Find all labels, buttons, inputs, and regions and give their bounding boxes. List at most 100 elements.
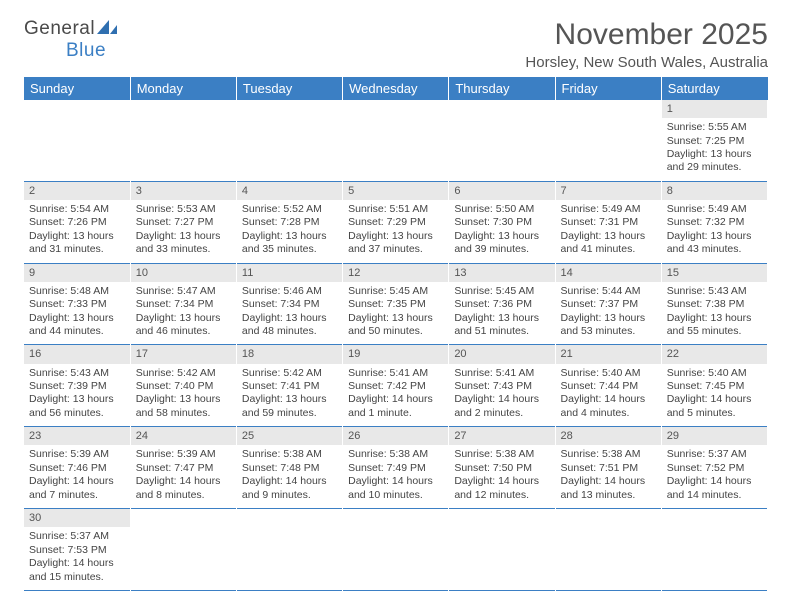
sunrise-text: Sunrise: 5:51 AM [348, 203, 443, 216]
empty-cell [449, 100, 555, 118]
daylight-text: Daylight: 13 hours and 59 minutes. [242, 393, 337, 420]
daylight-text: Daylight: 13 hours and 31 minutes. [29, 230, 125, 257]
sunrise-text: Sunrise: 5:38 AM [348, 448, 443, 461]
day-cell: Sunrise: 5:46 AMSunset: 7:34 PMDaylight:… [236, 282, 342, 345]
weekday-header: Friday [555, 77, 661, 100]
sunrise-text: Sunrise: 5:37 AM [29, 530, 125, 543]
empty-cell [661, 527, 767, 590]
empty-cell [343, 527, 449, 590]
day-number: 24 [130, 427, 236, 446]
sunset-text: Sunset: 7:44 PM [561, 380, 656, 393]
day-number: 16 [24, 345, 130, 364]
sunrise-text: Sunrise: 5:49 AM [561, 203, 656, 216]
daylight-text: Daylight: 14 hours and 1 minute. [348, 393, 443, 420]
sunset-text: Sunset: 7:49 PM [348, 462, 443, 475]
sunrise-text: Sunrise: 5:39 AM [136, 448, 231, 461]
empty-cell [343, 509, 449, 528]
empty-cell [24, 118, 130, 181]
daylight-text: Daylight: 13 hours and 41 minutes. [561, 230, 656, 257]
sunrise-text: Sunrise: 5:43 AM [667, 285, 762, 298]
day-cell: Sunrise: 5:39 AMSunset: 7:46 PMDaylight:… [24, 445, 130, 508]
day-cell: Sunrise: 5:45 AMSunset: 7:36 PMDaylight:… [449, 282, 555, 345]
day-number: 13 [449, 263, 555, 282]
empty-cell [661, 509, 767, 528]
sunrise-text: Sunrise: 5:38 AM [561, 448, 656, 461]
daylight-text: Daylight: 14 hours and 4 minutes. [561, 393, 656, 420]
empty-cell [555, 509, 661, 528]
day-number: 14 [555, 263, 661, 282]
sunrise-text: Sunrise: 5:40 AM [561, 367, 656, 380]
daylight-text: Daylight: 14 hours and 12 minutes. [454, 475, 549, 502]
sunrise-text: Sunrise: 5:48 AM [29, 285, 125, 298]
sunset-text: Sunset: 7:31 PM [561, 216, 656, 229]
sail-icon [97, 18, 119, 40]
day-cell: Sunrise: 5:49 AMSunset: 7:31 PMDaylight:… [555, 200, 661, 263]
day-number: 30 [24, 509, 130, 528]
day-cell: Sunrise: 5:50 AMSunset: 7:30 PMDaylight:… [449, 200, 555, 263]
sunrise-text: Sunrise: 5:45 AM [454, 285, 549, 298]
sunset-text: Sunset: 7:52 PM [667, 462, 762, 475]
empty-cell [236, 100, 342, 118]
sunrise-text: Sunrise: 5:38 AM [242, 448, 337, 461]
empty-cell [449, 509, 555, 528]
daylight-text: Daylight: 13 hours and 53 minutes. [561, 312, 656, 339]
daylight-text: Daylight: 14 hours and 13 minutes. [561, 475, 656, 502]
day-cell: Sunrise: 5:43 AMSunset: 7:38 PMDaylight:… [661, 282, 767, 345]
empty-cell [236, 527, 342, 590]
daylight-text: Daylight: 13 hours and 44 minutes. [29, 312, 125, 339]
sunrise-text: Sunrise: 5:42 AM [136, 367, 231, 380]
location: Horsley, New South Wales, Australia [525, 54, 768, 71]
sunset-text: Sunset: 7:50 PM [454, 462, 549, 475]
day-number: 25 [236, 427, 342, 446]
sunset-text: Sunset: 7:41 PM [242, 380, 337, 393]
empty-cell [130, 527, 236, 590]
day-number: 2 [24, 181, 130, 200]
detail-row: Sunrise: 5:37 AMSunset: 7:53 PMDaylight:… [24, 527, 768, 590]
daylight-text: Daylight: 13 hours and 58 minutes. [136, 393, 231, 420]
daynum-row: 16171819202122 [24, 345, 768, 364]
day-cell: Sunrise: 5:37 AMSunset: 7:52 PMDaylight:… [661, 445, 767, 508]
day-number: 22 [661, 345, 767, 364]
day-number: 15 [661, 263, 767, 282]
day-cell: Sunrise: 5:40 AMSunset: 7:45 PMDaylight:… [661, 364, 767, 427]
day-cell: Sunrise: 5:47 AMSunset: 7:34 PMDaylight:… [130, 282, 236, 345]
day-cell: Sunrise: 5:38 AMSunset: 7:50 PMDaylight:… [449, 445, 555, 508]
logo: GeneralBlue [24, 18, 120, 62]
empty-cell [555, 118, 661, 181]
day-cell: Sunrise: 5:49 AMSunset: 7:32 PMDaylight:… [661, 200, 767, 263]
sunset-text: Sunset: 7:27 PM [136, 216, 231, 229]
detail-row: Sunrise: 5:39 AMSunset: 7:46 PMDaylight:… [24, 445, 768, 508]
weekday-header: Saturday [661, 77, 767, 100]
calendar-table: SundayMondayTuesdayWednesdayThursdayFrid… [24, 77, 768, 591]
daylight-text: Daylight: 13 hours and 29 minutes. [667, 148, 762, 175]
detail-row: Sunrise: 5:54 AMSunset: 7:26 PMDaylight:… [24, 200, 768, 263]
daylight-text: Daylight: 14 hours and 8 minutes. [136, 475, 231, 502]
weekday-header: Thursday [449, 77, 555, 100]
sunrise-text: Sunrise: 5:46 AM [242, 285, 337, 298]
day-number: 6 [449, 181, 555, 200]
detail-row: Sunrise: 5:55 AMSunset: 7:25 PMDaylight:… [24, 118, 768, 181]
daylight-text: Daylight: 14 hours and 9 minutes. [242, 475, 337, 502]
sunset-text: Sunset: 7:32 PM [667, 216, 762, 229]
day-number: 4 [236, 181, 342, 200]
sunset-text: Sunset: 7:29 PM [348, 216, 443, 229]
sunset-text: Sunset: 7:47 PM [136, 462, 231, 475]
daylight-text: Daylight: 14 hours and 14 minutes. [667, 475, 762, 502]
empty-cell [555, 527, 661, 590]
day-cell: Sunrise: 5:51 AMSunset: 7:29 PMDaylight:… [343, 200, 449, 263]
day-number: 7 [555, 181, 661, 200]
sunrise-text: Sunrise: 5:41 AM [454, 367, 549, 380]
detail-row: Sunrise: 5:48 AMSunset: 7:33 PMDaylight:… [24, 282, 768, 345]
day-number: 12 [343, 263, 449, 282]
sunrise-text: Sunrise: 5:54 AM [29, 203, 125, 216]
sunset-text: Sunset: 7:33 PM [29, 298, 125, 311]
day-number: 26 [343, 427, 449, 446]
day-cell: Sunrise: 5:38 AMSunset: 7:49 PMDaylight:… [343, 445, 449, 508]
day-cell: Sunrise: 5:52 AMSunset: 7:28 PMDaylight:… [236, 200, 342, 263]
sunrise-text: Sunrise: 5:41 AM [348, 367, 443, 380]
weekday-header: Wednesday [343, 77, 449, 100]
empty-cell [130, 100, 236, 118]
daylight-text: Daylight: 13 hours and 43 minutes. [667, 230, 762, 257]
sunrise-text: Sunrise: 5:52 AM [242, 203, 337, 216]
daynum-row: 1 [24, 100, 768, 118]
